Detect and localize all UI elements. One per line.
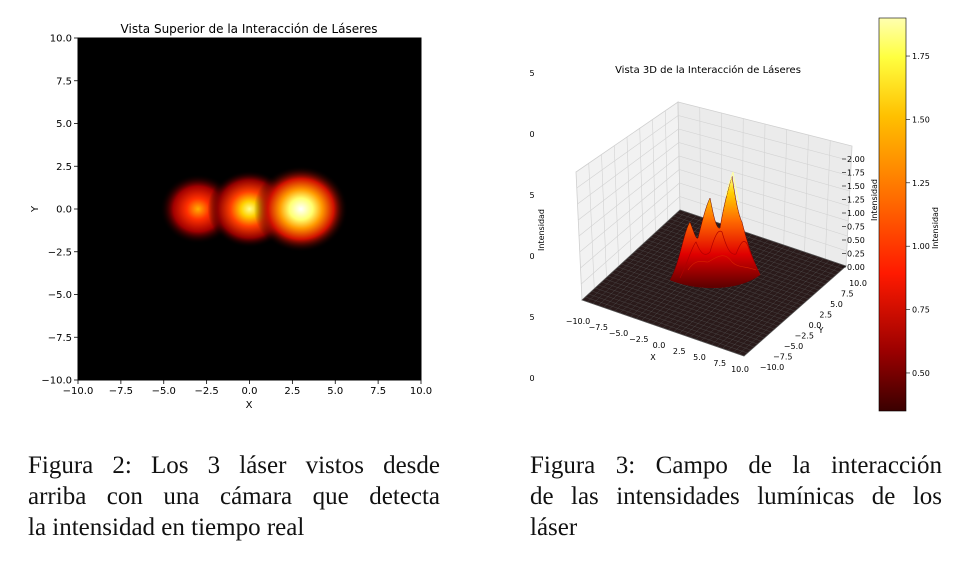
x-tick-label: 7.5 bbox=[370, 386, 386, 397]
stub-tick-label: 5 bbox=[529, 191, 534, 200]
z-tick-label: 0.50 bbox=[847, 236, 865, 245]
x-tick-label: 2.5 bbox=[284, 386, 300, 397]
y3-tick-label: −7.5 bbox=[773, 353, 792, 362]
x3-tick-label: 10.0 bbox=[731, 365, 749, 374]
caption-line: láser bbox=[530, 514, 578, 541]
fig3-zlabel: Intensidad bbox=[870, 179, 879, 221]
laser-spot bbox=[253, 165, 348, 253]
x-tick-label: 5.0 bbox=[327, 386, 343, 397]
x3-tick-label: −10.0 bbox=[566, 317, 591, 326]
fig3-axes-panes bbox=[575, 101, 853, 301]
colorbar-tick-label: 1.50 bbox=[912, 115, 930, 124]
y-tick-label: 10.0 bbox=[50, 34, 72, 45]
x3-tick-label: −7.5 bbox=[589, 323, 608, 332]
z-tick-label: 2.00 bbox=[847, 155, 865, 164]
y-tick-label: 7.5 bbox=[56, 76, 72, 87]
fig3-ylabel: Y bbox=[818, 326, 824, 335]
z-tick-label: 0.75 bbox=[847, 223, 865, 232]
y-tick-label: 2.5 bbox=[56, 162, 72, 173]
fig3-colorbar bbox=[878, 17, 907, 412]
fig3-xlabel: X bbox=[650, 353, 656, 362]
figure-3-surface: 5 0 5 0 5 0 Intensidad Vista 3D de la Interac… bbox=[529, 17, 940, 412]
y3-tick-label: −10.0 bbox=[760, 363, 785, 372]
z-tick-label: 1.25 bbox=[847, 196, 865, 205]
fig3-left-stub-label: Intensidad bbox=[537, 209, 546, 251]
x-tick-label: −5.0 bbox=[152, 386, 176, 397]
colorbar-tick-label: 1.75 bbox=[912, 52, 930, 61]
x3-tick-label: 2.5 bbox=[673, 347, 686, 356]
caption-line: arriba con una cámara que detecta bbox=[28, 483, 440, 510]
y-tick-label: −7.5 bbox=[48, 333, 72, 344]
y3-tick-label: 2.5 bbox=[819, 311, 832, 320]
y-tick-label: −5.0 bbox=[48, 290, 72, 301]
stub-tick-label: 0 bbox=[529, 374, 534, 383]
y3-tick-label: 7.5 bbox=[841, 290, 854, 299]
y-tick-label: −2.5 bbox=[48, 247, 72, 258]
x-tick-label: 0.0 bbox=[242, 386, 258, 397]
x3-tick-label: −5.0 bbox=[609, 329, 628, 338]
y3-tick-label: −2.5 bbox=[795, 332, 814, 341]
y3-tick-label: −5.0 bbox=[784, 342, 803, 351]
x3-tick-label: 7.5 bbox=[713, 359, 726, 368]
fig3-title: Vista 3D de la Interacción de Láseres bbox=[615, 64, 801, 76]
colorbar-tick-label: 1.00 bbox=[912, 242, 930, 251]
x-tick-label: −7.5 bbox=[109, 386, 133, 397]
y-tick-label: −10.0 bbox=[41, 376, 72, 387]
y3-tick-label: 5.0 bbox=[830, 300, 843, 309]
figure-3-caption: Figura 3: Campo de la interacción de las… bbox=[530, 450, 942, 543]
stub-tick-label: 5 bbox=[529, 313, 534, 322]
x-tick-label: −10.0 bbox=[63, 386, 94, 397]
stub-tick-label: 0 bbox=[529, 252, 534, 261]
stub-tick-label: 0 bbox=[529, 130, 534, 139]
y-tick-label: 0.0 bbox=[56, 205, 72, 216]
fig2-xlabel: X bbox=[246, 400, 253, 411]
x-tick-label: 10.0 bbox=[410, 386, 432, 397]
fig3-surface-peaks bbox=[669, 171, 761, 288]
y-tick-label: 5.0 bbox=[56, 119, 72, 130]
fig3-colorbar-label: Intensidad bbox=[931, 207, 940, 249]
caption-line: Figura 3: Campo de la interacción bbox=[530, 452, 942, 479]
z-tick-label: 1.50 bbox=[847, 182, 865, 191]
z-tick-label: 1.00 bbox=[847, 209, 865, 218]
x-tick-label: −2.5 bbox=[194, 386, 218, 397]
y3-tick-label: 0.0 bbox=[809, 321, 822, 330]
colorbar-tick-label: 1.25 bbox=[912, 179, 930, 188]
stub-tick-label: 5 bbox=[529, 69, 534, 78]
caption-line: Figura 2: Los 3 láser vistos desde bbox=[28, 452, 440, 479]
x3-tick-label: −2.5 bbox=[629, 335, 648, 344]
fig2-ylabel: Y bbox=[30, 205, 41, 213]
fig2-title: Vista Superior de la Interacción de Láse… bbox=[121, 22, 378, 36]
y3-tick-label: 10.0 bbox=[849, 279, 867, 288]
z-tick-label: 0.25 bbox=[847, 250, 865, 259]
x3-tick-label: 5.0 bbox=[693, 353, 706, 362]
figure-2-heatmap: Vista Superior de la Interacción de Láse… bbox=[30, 22, 432, 411]
x3-tick-label: 0.0 bbox=[653, 341, 666, 350]
caption-line: la intensidad en tiempo real bbox=[28, 514, 305, 541]
z-tick-label: 0.00 bbox=[847, 263, 865, 272]
colorbar-tick-label: 0.50 bbox=[912, 369, 930, 378]
z-tick-label: 1.75 bbox=[847, 169, 865, 178]
caption-line: de las intensidades lumínicas de los bbox=[530, 483, 942, 510]
colorbar-tick-label: 0.75 bbox=[912, 306, 930, 315]
figure-2-caption: Figura 2: Los 3 láser vistos desde arrib… bbox=[28, 450, 440, 543]
